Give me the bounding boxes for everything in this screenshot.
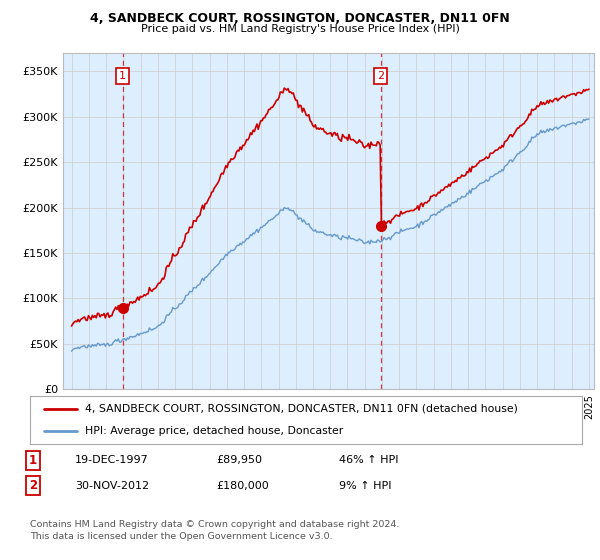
Text: 46% ↑ HPI: 46% ↑ HPI <box>339 455 398 465</box>
Text: 2: 2 <box>377 71 384 81</box>
Text: £180,000: £180,000 <box>216 480 269 491</box>
Text: £89,950: £89,950 <box>216 455 262 465</box>
Text: 1: 1 <box>119 71 126 81</box>
Text: 4, SANDBECK COURT, ROSSINGTON, DONCASTER, DN11 0FN: 4, SANDBECK COURT, ROSSINGTON, DONCASTER… <box>90 12 510 25</box>
Text: 30-NOV-2012: 30-NOV-2012 <box>75 480 149 491</box>
Text: Price paid vs. HM Land Registry's House Price Index (HPI): Price paid vs. HM Land Registry's House … <box>140 24 460 34</box>
Text: 9% ↑ HPI: 9% ↑ HPI <box>339 480 391 491</box>
Text: 19-DEC-1997: 19-DEC-1997 <box>75 455 149 465</box>
Text: 2: 2 <box>29 479 37 492</box>
Text: Contains HM Land Registry data © Crown copyright and database right 2024.
This d: Contains HM Land Registry data © Crown c… <box>30 520 400 541</box>
Text: 1: 1 <box>29 454 37 467</box>
Text: 4, SANDBECK COURT, ROSSINGTON, DONCASTER, DN11 0FN (detached house): 4, SANDBECK COURT, ROSSINGTON, DONCASTER… <box>85 404 518 414</box>
Text: HPI: Average price, detached house, Doncaster: HPI: Average price, detached house, Donc… <box>85 426 343 436</box>
